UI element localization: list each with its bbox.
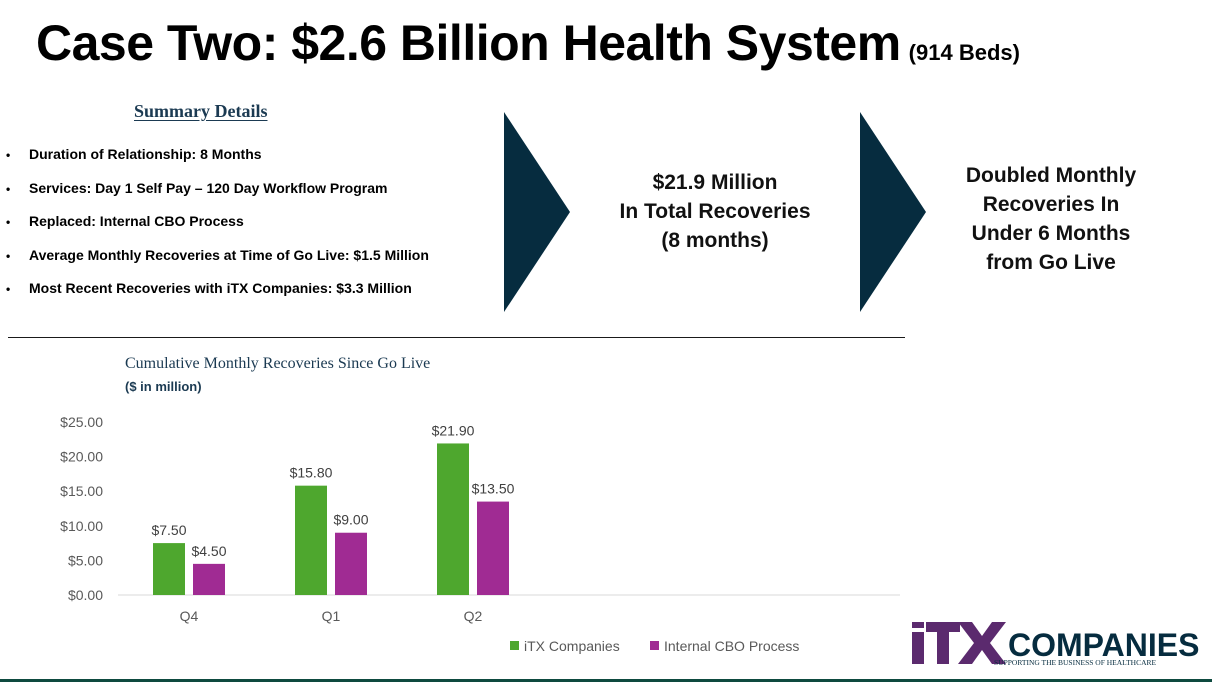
x-tick-label: Q4	[180, 608, 199, 624]
y-tick-label: $20.00	[60, 449, 103, 465]
callout-line: $21.9 Million	[652, 171, 778, 194]
x-tick-label: Q1	[322, 608, 341, 624]
data-label: $21.90	[432, 422, 475, 438]
chevron-right-icon	[860, 112, 926, 312]
bullet-icon: •	[6, 282, 11, 296]
bullet-icon: •	[6, 248, 11, 263]
legend-entry: Internal CBO Process	[664, 638, 799, 654]
data-label: $4.50	[191, 543, 226, 559]
y-tick-label: $0.00	[68, 587, 103, 603]
callout-line: Recoveries In	[982, 193, 1120, 216]
callout-line: Under 6 Months	[971, 222, 1131, 245]
y-tick-label: $5.00	[68, 552, 103, 568]
itx-companies-logo: COMPANIES SUPPORTING THE BUSINESS OF HEA…	[912, 622, 1199, 667]
bar-itx	[153, 543, 185, 595]
summary-item: • Services: Day 1 Self Pay – 120 Day Work…	[6, 180, 429, 214]
callout-line: from Go Live	[986, 251, 1116, 274]
recoveries-bar-chart: $0.00 $5.00 $10.00 $15.00 $20.00 $25.00 Q4 Q1 Q2…	[60, 414, 900, 654]
logo-wordmark: COMPANIES	[1008, 627, 1199, 663]
bar-cbo	[477, 501, 509, 595]
doubled-recoveries-callout: Doubled Monthly Recoveries In Under 6 Mo…	[930, 161, 1172, 277]
summary-item-text: Average Monthly Recoveries at Time of Go…	[29, 246, 429, 263]
callout-line: Doubled Monthly	[965, 164, 1137, 187]
legend-entry: iTX Companies	[524, 638, 620, 654]
y-tick-label: $15.00	[60, 483, 103, 499]
data-label: $15.80	[290, 465, 333, 481]
slide-title-note: (914 Beds)	[908, 40, 1020, 65]
section-divider	[8, 337, 905, 338]
bullet-icon: •	[6, 181, 11, 196]
callout-line: (8 months)	[661, 229, 769, 252]
y-tick-label: $10.00	[60, 518, 103, 534]
bottom-rule	[0, 679, 1212, 682]
summary-item: • Average Monthly Recoveries at Time of G…	[6, 247, 429, 281]
x-tick-label: Q2	[464, 608, 483, 624]
summary-item: • Duration of Relationship: 8 Months	[6, 146, 429, 180]
summary-item-text: Replaced: Internal CBO Process	[29, 213, 244, 229]
chevron-right-icon	[504, 112, 570, 312]
data-label: $7.50	[151, 522, 186, 538]
summary-item-text: Services: Day 1 Self Pay – 120 Day Workf…	[29, 179, 388, 196]
summary-heading: Summary Details	[134, 101, 268, 121]
summary-item-text: Most Recent Recoveries with iTX Companie…	[29, 280, 412, 296]
total-recoveries-callout: $21.9 Million In Total Recoveries (8 mon…	[584, 168, 846, 255]
chart-subtitle: ($ in million)	[125, 379, 202, 394]
summary-list: • Duration of Relationship: 8 Months • Ser…	[6, 146, 429, 314]
slide-title-text: Case Two: $2.6 Billion Health System	[36, 15, 901, 71]
bar-cbo	[335, 532, 367, 595]
bar-itx	[295, 485, 327, 595]
bullet-icon: •	[6, 215, 11, 229]
summary-item-text: Duration of Relationship: 8 Months	[29, 146, 262, 162]
bar-itx	[437, 443, 469, 595]
logo-tagline: SUPPORTING THE BUSINESS OF HEALTHCARE	[994, 658, 1156, 667]
summary-item: • Most Recent Recoveries with iTX Compani…	[6, 280, 429, 314]
legend-swatch	[650, 641, 659, 650]
bar-cbo	[193, 563, 225, 595]
callout-line: In Total Recoveries	[619, 200, 811, 223]
bullet-icon: •	[6, 148, 11, 162]
summary-item: • Replaced: Internal CBO Process	[6, 213, 429, 247]
legend-swatch	[510, 641, 519, 650]
chart-title: Cumulative Monthly Recoveries Since Go L…	[125, 355, 431, 372]
y-tick-label: $25.00	[60, 414, 103, 430]
data-label: $9.00	[333, 512, 368, 528]
slide-title: Case Two: $2.6 Billion Health System (914…	[36, 14, 1020, 72]
data-label: $13.50	[472, 481, 515, 497]
